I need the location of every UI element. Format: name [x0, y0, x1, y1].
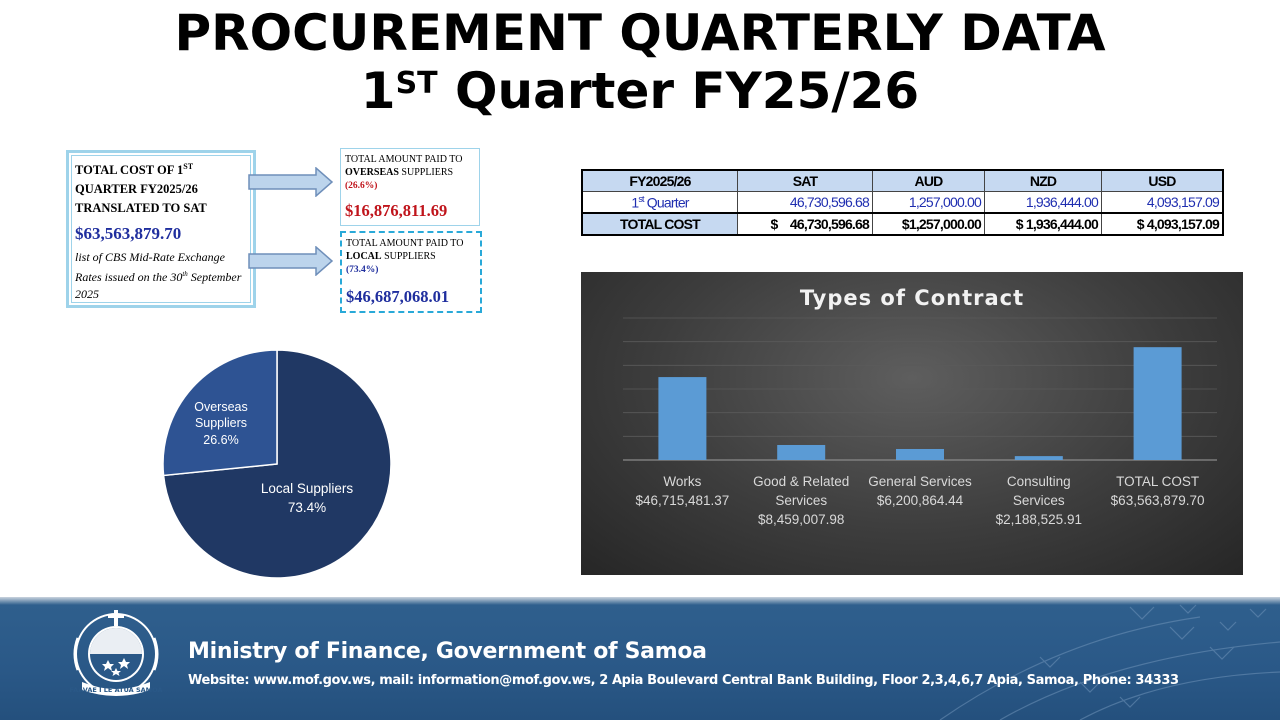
arrow-to-overseas-icon: [248, 167, 334, 197]
local-label-b: LOCAL: [346, 251, 382, 262]
pie-label-overseas-line2: Suppliers: [195, 416, 247, 430]
total-sat: $ 46,730,596.68: [737, 212, 873, 236]
quarter-label-rest: Quarter: [643, 194, 690, 211]
quarter-aud: 1,257,000.00: [872, 191, 985, 214]
quarter-label-num: 1: [631, 194, 639, 211]
overseas-label-c: SUPPLIERS: [398, 167, 454, 178]
category-label: $8,459,007.98: [758, 512, 844, 527]
subtitle-rest: Quarter FY25/26: [437, 62, 920, 120]
total-usd: $ 4,093,157.09: [1101, 212, 1224, 236]
samoa-coat-of-arms-icon: [73, 610, 159, 696]
local-label-c: SUPPLIERS: [381, 251, 436, 262]
col-header-nzd: NZD: [984, 169, 1102, 192]
subtitle-ordinal: ST: [395, 66, 438, 101]
decorative-pattern-icon: [939, 604, 1280, 720]
local-suppliers-box: TOTAL AMOUNT PAID TO LOCAL SUPPLIERS (73.4…: [340, 231, 482, 313]
total-cost-box: TOTAL COST OF 1ST QUARTER FY2025/26 TRAN…: [66, 150, 256, 308]
col-header-fy: FY2025/26: [581, 169, 738, 192]
exchange-note-b: September 2025: [75, 270, 242, 301]
quarter-row-label: 1st Quarter: [581, 191, 738, 214]
category-label: $2,188,525.91: [996, 512, 1082, 527]
total-cost-heading-a: TOTAL COST OF 1: [75, 163, 184, 178]
category-label: Services: [775, 493, 827, 508]
overseas-suppliers-box: TOTAL AMOUNT PAID TO OVERSEAS SUPPLIERS (2…: [340, 148, 480, 226]
ministry-name: Ministry of Finance, Government of Samoa: [188, 639, 707, 664]
pie-label-overseas-line1: Overseas: [194, 400, 248, 414]
overseas-label-b: OVERSEAS: [345, 167, 399, 178]
category-label: $46,715,481.37: [635, 493, 729, 508]
col-header-sat: SAT: [737, 169, 873, 192]
total-nzd: $ 1,936,444.00: [984, 212, 1102, 236]
quarter-row: 1st Quarter 46,730,596.68 1,257,000.00 1…: [581, 191, 1224, 214]
bar-total-cost: [1133, 347, 1182, 460]
total-aud: $1,257,000.00: [872, 212, 985, 236]
seal-motto-text: FAAVAE I LE ATUA SAMOA: [70, 686, 162, 694]
bar-general-services: [896, 448, 944, 460]
pie-slice-overseas: [162, 349, 278, 477]
category-label: TOTAL COST: [1116, 474, 1199, 489]
overseas-label: TOTAL AMOUNT PAID TO OVERSEAS SUPPLIERS (2…: [345, 153, 479, 193]
footer-banner: FAAVAE I LE ATUA SAMOA Ministry of Finan…: [0, 597, 1280, 720]
local-label-a: TOTAL AMOUNT PAID TO: [346, 238, 464, 249]
quarter-usd: 4,093,157.09: [1101, 191, 1224, 214]
local-amount: $46,687,068.01: [346, 287, 450, 306]
bar-works: [658, 377, 707, 460]
arrow-to-local-icon: [248, 246, 334, 276]
supplier-pie-chart: Overseas Suppliers 26.6% Local Suppliers…: [162, 349, 392, 579]
exchange-note-a: list of CBS Mid-Rate Exchange Rates issu…: [75, 250, 225, 284]
slide-subtitle: 1ST Quarter FY25/26: [0, 62, 1280, 120]
category-label: Services: [1013, 493, 1065, 508]
total-row-label: TOTAL COST: [581, 212, 738, 236]
local-percent: (73.4%): [346, 265, 379, 275]
contact-info: Website: www.mof.gov.ws, mail: informati…: [188, 673, 1179, 688]
total-cost-row: TOTAL COST $ 46,730,596.68 $1,257,000.00…: [581, 212, 1224, 236]
overseas-amount: $16,876,811.69: [345, 201, 448, 220]
col-header-aud: AUD: [872, 169, 985, 192]
category-label: $6,200,864.44: [877, 493, 964, 508]
category-label: Works: [663, 474, 701, 489]
quarter-label-sup: st: [638, 193, 644, 204]
category-label: $63,563,879.70: [1111, 493, 1205, 508]
category-label: Good & Related: [753, 474, 849, 489]
subtitle-number: 1: [360, 62, 396, 120]
category-label: Consulting: [1007, 474, 1071, 489]
total-cost-heading: TOTAL COST OF 1ST QUARTER FY2025/26 TRAN…: [75, 157, 245, 218]
pie-label-local: Local Suppliers: [261, 481, 354, 496]
quarter-nzd: 1,936,444.00: [984, 191, 1102, 214]
bar-consulting-services: [1014, 456, 1063, 460]
category-label: General Services: [868, 474, 972, 489]
bar-good-related-services: [777, 444, 826, 460]
types-of-contract-chart: Types of Contract Works $46,715,481.37 Goo…: [581, 272, 1243, 575]
bar-chart-plot: Works $46,715,481.37 Good & Related Service…: [623, 317, 1217, 527]
quarter-sat: 46,730,596.68: [737, 191, 873, 214]
exchange-note-sup: th: [182, 270, 188, 278]
slide-title: PROCUREMENT QUARTERLY DATA: [174, 4, 1106, 62]
chart-title: Types of Contract: [799, 286, 1025, 310]
currency-table: FY2025/26 SAT AUD NZD USD 1st Quarter 46…: [581, 169, 1224, 236]
total-cost-amount: $63,563,879.70: [75, 224, 182, 243]
currency-table-header-row: FY2025/26 SAT AUD NZD USD: [581, 169, 1224, 192]
total-cost-box-inner-border: [71, 155, 251, 303]
pie-label-overseas-percent: 26.6%: [203, 433, 238, 447]
overseas-label-a: TOTAL AMOUNT PAID TO: [345, 154, 463, 165]
local-label: TOTAL AMOUNT PAID TO LOCAL SUPPLIERS (73.4…: [346, 237, 480, 277]
seal-motto: FAAVAE I LE ATUA SAMOA: [70, 686, 162, 694]
total-cost-heading-sup: ST: [183, 162, 194, 171]
overseas-percent: (26.6%): [345, 181, 378, 191]
pie-label-local-percent: 73.4%: [288, 500, 326, 515]
total-cost-heading-b: QUARTER FY2025/26 TRANSLATED TO SAT: [75, 182, 207, 216]
exchange-rate-note: list of CBS Mid-Rate Exchange Rates issu…: [75, 249, 247, 303]
col-header-usd: USD: [1101, 169, 1224, 192]
